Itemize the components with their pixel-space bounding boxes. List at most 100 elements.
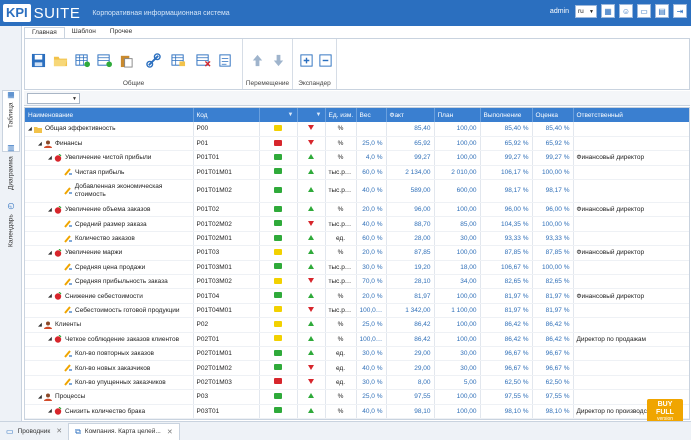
table-row[interactable]: ◢ Клиенты P02% 25,0 % 86,42 100,00 86,42 % 86,4… — [25, 317, 689, 333]
cell-score[interactable]: 100,00 % — [532, 216, 574, 232]
table-row[interactable]: Кол-во повторных заказов P02T01M01 ед. 30,0… — [25, 346, 689, 362]
cell-status[interactable] — [259, 260, 298, 276]
table-row[interactable]: Кол-во новых заказчиков P02T01M02 ед. 40,0 … — [25, 360, 689, 376]
cell-unit[interactable]: % — [325, 245, 357, 261]
table-row[interactable]: Кол-во упущенных заказчиков P02T01M03 ед. 3… — [25, 375, 689, 391]
cell-unit[interactable]: % — [325, 136, 357, 152]
cell-unit[interactable]: ед. — [325, 231, 357, 247]
cell-trend[interactable] — [297, 260, 326, 276]
cell-owner[interactable]: Финансовый директор — [573, 245, 689, 261]
cell-exec[interactable]: 98,17 % — [480, 179, 533, 204]
cell-trend[interactable] — [297, 332, 326, 347]
cell-status[interactable] — [259, 231, 298, 247]
paste-icon[interactable] — [118, 52, 134, 68]
cell-name[interactable]: Кол-во новых заказчиков — [25, 360, 194, 376]
period-select[interactable]: ▼ — [27, 93, 80, 104]
cell-status[interactable] — [259, 216, 298, 232]
filter-icon[interactable]: ▼ — [315, 112, 322, 118]
cell-score[interactable]: 85,40 % — [532, 122, 574, 137]
cell-exec[interactable]: 81,97 % — [480, 288, 533, 304]
cell-plan[interactable]: 100,00 — [434, 202, 481, 218]
cell-owner[interactable] — [573, 136, 689, 152]
cell-plan[interactable]: 30,00 — [434, 346, 481, 362]
cell-owner[interactable]: Финансовый директор — [573, 202, 689, 218]
cell-trend[interactable] — [297, 216, 326, 232]
expand-triangle-icon[interactable]: ◢ — [28, 125, 32, 132]
cell-owner[interactable] — [573, 274, 689, 290]
col-header-code[interactable]: Код — [193, 108, 260, 122]
cell-name[interactable]: ◢ Снизить количество брака — [25, 404, 194, 419]
table-row[interactable]: ◢ Четкое соблюдение заказов клиентов P02T0… — [25, 332, 689, 347]
cell-code[interactable]: P02T01M02 — [193, 360, 260, 376]
tab-template[interactable]: Шаблон — [71, 28, 96, 35]
cell-score[interactable]: 96,00 % — [532, 202, 574, 218]
cell-unit[interactable]: тыс.руб. — [325, 165, 357, 181]
cell-owner[interactable] — [573, 122, 689, 137]
cell-weight[interactable]: 30,0 % — [356, 375, 387, 391]
expand-triangle-icon[interactable]: ◢ — [48, 336, 52, 343]
tab-other[interactable]: Прочее — [109, 28, 133, 35]
cell-weight[interactable]: 25,0 % — [356, 389, 387, 405]
cell-status[interactable] — [259, 332, 298, 347]
cell-score[interactable]: 86,42 % — [532, 332, 574, 347]
table-row[interactable]: ◢ Увеличение чистой прибыли P01T01% 4,0 % 99… — [25, 150, 689, 166]
cell-exec[interactable]: 106,17 % — [480, 165, 533, 181]
cell-fact[interactable]: 8,00 — [386, 375, 435, 391]
cell-fact[interactable]: 19,20 — [386, 260, 435, 276]
cell-owner[interactable] — [573, 303, 689, 319]
cell-name[interactable]: Средняя прибыльность заказа — [25, 274, 194, 290]
delete-table-icon[interactable] — [195, 52, 211, 68]
cell-status[interactable] — [259, 150, 298, 166]
col-header-exec[interactable]: Выполнение — [480, 108, 533, 122]
cell-plan[interactable]: 100,00 — [434, 389, 481, 405]
table-row[interactable]: Средняя цена продажи P01T03M01 тыс.руб. 30,… — [25, 260, 689, 276]
cell-status[interactable] — [259, 404, 298, 419]
cell-trend[interactable] — [297, 274, 326, 290]
cell-plan[interactable]: 34,00 — [434, 274, 481, 290]
cell-owner[interactable] — [573, 375, 689, 391]
collapse-icon[interactable] — [317, 52, 333, 68]
cell-weight[interactable]: 20,0 % — [356, 288, 387, 304]
cell-name[interactable]: ◢ Общая эффективность — [25, 122, 194, 137]
col-header-unit[interactable]: Ед. изм. — [325, 108, 357, 122]
cell-code[interactable]: P01T02 — [193, 202, 260, 218]
cell-score[interactable]: 81,97 % — [532, 288, 574, 304]
cell-status[interactable] — [259, 179, 298, 204]
cell-code[interactable]: P01 — [193, 136, 260, 152]
cell-unit[interactable]: тыс.руб. — [325, 216, 357, 232]
cell-weight[interactable]: 40,0 % — [356, 216, 387, 232]
cell-code[interactable]: P02T01M03 — [193, 375, 260, 391]
cell-trend[interactable] — [297, 165, 326, 181]
cell-owner[interactable] — [573, 231, 689, 247]
cell-plan[interactable]: 85,00 — [434, 216, 481, 232]
expand-triangle-icon[interactable]: ◢ — [38, 321, 42, 328]
cell-status[interactable] — [259, 122, 298, 137]
cell-plan[interactable]: 100,00 — [434, 317, 481, 333]
username[interactable]: admin — [549, 7, 569, 15]
cell-owner[interactable]: Финансовый директор — [573, 288, 689, 304]
cell-exec[interactable]: 104,35 % — [480, 216, 533, 232]
cell-code[interactable]: P03 — [193, 389, 260, 405]
cell-name[interactable]: Кол-во упущенных заказчиков — [25, 375, 194, 391]
cell-exec[interactable]: 98,10 % — [480, 404, 533, 419]
cell-trend[interactable] — [297, 346, 326, 362]
cell-code[interactable]: P01T01 — [193, 150, 260, 166]
cell-weight[interactable]: 25,0 % — [356, 136, 387, 152]
cell-score[interactable]: 96,67 % — [532, 360, 574, 376]
cell-fact[interactable]: 28,00 — [386, 231, 435, 247]
cell-unit[interactable]: % — [325, 389, 357, 405]
link-icon[interactable] — [145, 52, 161, 68]
cell-weight[interactable]: 60,0 % — [356, 165, 387, 181]
export-icon[interactable] — [217, 52, 233, 68]
cell-exec[interactable]: 85,40 % — [480, 122, 533, 137]
table-row[interactable]: ◢ Финансы P01% 25,0 % 65,92 100,00 65,92 % 65,9… — [25, 136, 689, 152]
cell-status[interactable] — [259, 360, 298, 376]
cell-status[interactable] — [259, 274, 298, 290]
cell-code[interactable]: P01T04M01 — [193, 303, 260, 319]
cell-name[interactable]: ◢ Увеличение маржи — [25, 245, 194, 261]
cell-name[interactable]: Кол-во повторных заказов — [25, 346, 194, 362]
cell-plan[interactable]: 18,00 — [434, 260, 481, 276]
cell-score[interactable]: 81,97 % — [532, 303, 574, 319]
cell-unit[interactable]: % — [325, 150, 357, 166]
left-tab-calendar[interactable]: Календарь ◷ — [2, 202, 20, 262]
